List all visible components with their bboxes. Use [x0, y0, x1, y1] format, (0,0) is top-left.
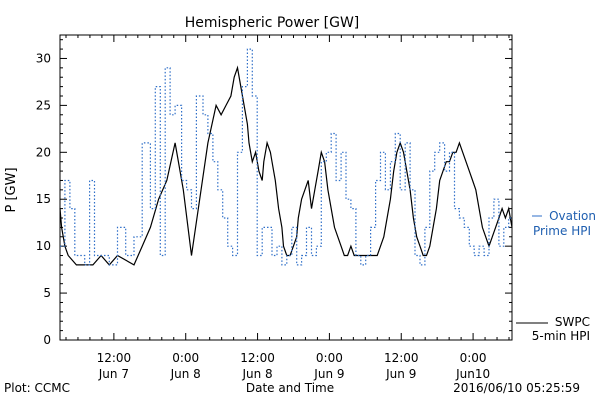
- y-tick-label: 20: [36, 145, 51, 159]
- x-tick-label-date: Jun10: [455, 367, 490, 381]
- series-line-swpc-5min-hpi: [59, 65, 513, 266]
- y-tick-label: 5: [43, 286, 51, 300]
- y-tick-label: 30: [36, 51, 51, 65]
- x-tick-label-date: Jun 9: [385, 367, 416, 381]
- y-tick-label: 25: [36, 98, 51, 112]
- legend-label-swpc-line2: 5-min HPI: [532, 329, 590, 343]
- y-tick-label: 15: [36, 192, 51, 206]
- series-line-ovation-prime-hpi: [60, 48, 512, 266]
- y-axis-label: P [GW]: [4, 167, 19, 212]
- chart-title: Hemispheric Power [GW]: [185, 15, 360, 31]
- plot-border: [59, 34, 513, 341]
- timestamp: 2016/06/10 05:25:59: [453, 381, 580, 395]
- x-tick-label-time: 0:00: [316, 351, 343, 365]
- x-tick-label-time: 0:00: [460, 351, 487, 365]
- x-tick-label-time: 12:00: [240, 351, 275, 365]
- x-tick-label-time: 12:00: [384, 351, 419, 365]
- plot-frame: [59, 34, 513, 341]
- x-axis-label: Date and Time: [246, 381, 334, 395]
- y-tick-label: 0: [43, 333, 51, 347]
- x-tick-label-date: Jun 7: [98, 367, 129, 381]
- x-tick-label-time: 12:00: [97, 351, 132, 365]
- x-tick-label-time: 0:00: [172, 351, 199, 365]
- y-axis: 0 5 10 15 20 25 30: [36, 39, 512, 347]
- y-tick-label: 10: [36, 239, 51, 253]
- series-layer: [59, 48, 513, 266]
- x-tick-label-date: Jun 8: [241, 367, 272, 381]
- legend-label-ovation-line1: Ovation: [549, 209, 596, 223]
- legend-label-swpc-line1: SWPC: [555, 315, 590, 329]
- legend-label-ovation-line2: Prime HPI: [533, 224, 591, 238]
- x-tick-label-date: Jun 9: [313, 367, 344, 381]
- x-tick-label-date: Jun 8: [170, 367, 201, 381]
- x-axis: 12:00 Jun 7 0:00 Jun 8 12:00 Jun 8 0:00 Jun 9 12…: [65, 35, 510, 381]
- plot-credit: Plot: CCMC: [4, 381, 70, 395]
